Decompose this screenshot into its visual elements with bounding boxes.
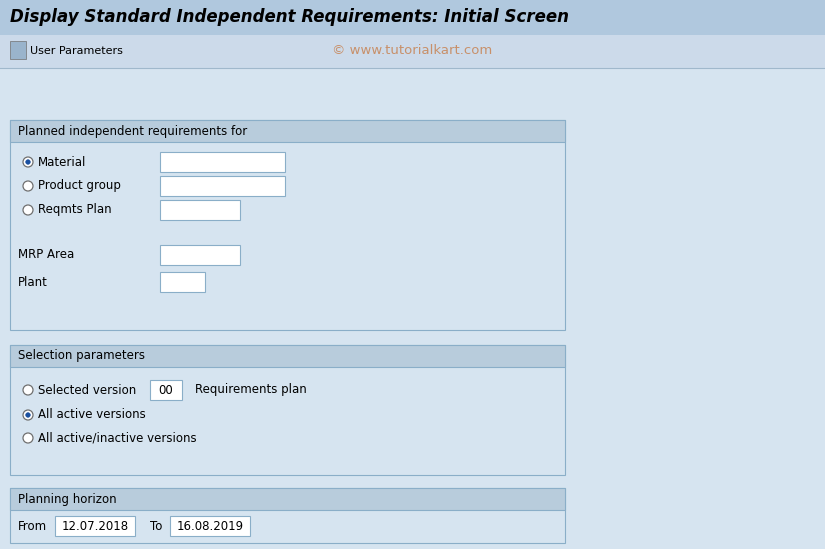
FancyBboxPatch shape (160, 272, 205, 292)
Text: Requirements plan: Requirements plan (195, 384, 307, 396)
FancyBboxPatch shape (0, 0, 825, 35)
Text: 12.07.2018: 12.07.2018 (61, 519, 129, 533)
FancyBboxPatch shape (160, 245, 240, 265)
Circle shape (26, 413, 31, 417)
FancyBboxPatch shape (10, 488, 565, 510)
Text: © www.tutorialkart.com: © www.tutorialkart.com (332, 44, 493, 58)
Text: All active/inactive versions: All active/inactive versions (38, 432, 196, 445)
Text: All active versions: All active versions (38, 408, 146, 422)
Text: Selected version: Selected version (38, 384, 136, 396)
Text: Reqmts Plan: Reqmts Plan (38, 204, 111, 216)
FancyBboxPatch shape (10, 488, 565, 543)
Text: MRP Area: MRP Area (18, 249, 74, 261)
Text: Plant: Plant (18, 276, 48, 289)
FancyBboxPatch shape (55, 516, 135, 536)
Text: 00: 00 (158, 384, 173, 396)
FancyBboxPatch shape (170, 516, 250, 536)
Circle shape (23, 181, 33, 191)
FancyBboxPatch shape (10, 345, 565, 475)
FancyBboxPatch shape (160, 200, 240, 220)
FancyBboxPatch shape (10, 120, 565, 142)
Circle shape (23, 410, 33, 420)
FancyBboxPatch shape (150, 380, 182, 400)
FancyBboxPatch shape (10, 345, 565, 367)
Text: Planned independent requirements for: Planned independent requirements for (18, 125, 247, 137)
FancyBboxPatch shape (10, 120, 565, 330)
Text: 16.08.2019: 16.08.2019 (177, 519, 243, 533)
Circle shape (23, 205, 33, 215)
Text: Display Standard Independent Requirements: Initial Screen: Display Standard Independent Requirement… (10, 8, 569, 26)
Text: Planning horizon: Planning horizon (18, 492, 116, 506)
Text: User Parameters: User Parameters (30, 46, 123, 56)
Circle shape (23, 385, 33, 395)
Circle shape (23, 433, 33, 443)
Text: Product group: Product group (38, 180, 121, 193)
FancyBboxPatch shape (0, 35, 825, 68)
FancyBboxPatch shape (10, 41, 26, 59)
FancyBboxPatch shape (160, 176, 285, 196)
Text: From: From (18, 519, 47, 533)
Circle shape (23, 157, 33, 167)
FancyBboxPatch shape (160, 152, 285, 172)
Text: Selection parameters: Selection parameters (18, 350, 145, 362)
Text: To: To (150, 519, 163, 533)
Circle shape (26, 160, 31, 164)
Text: Material: Material (38, 155, 87, 169)
